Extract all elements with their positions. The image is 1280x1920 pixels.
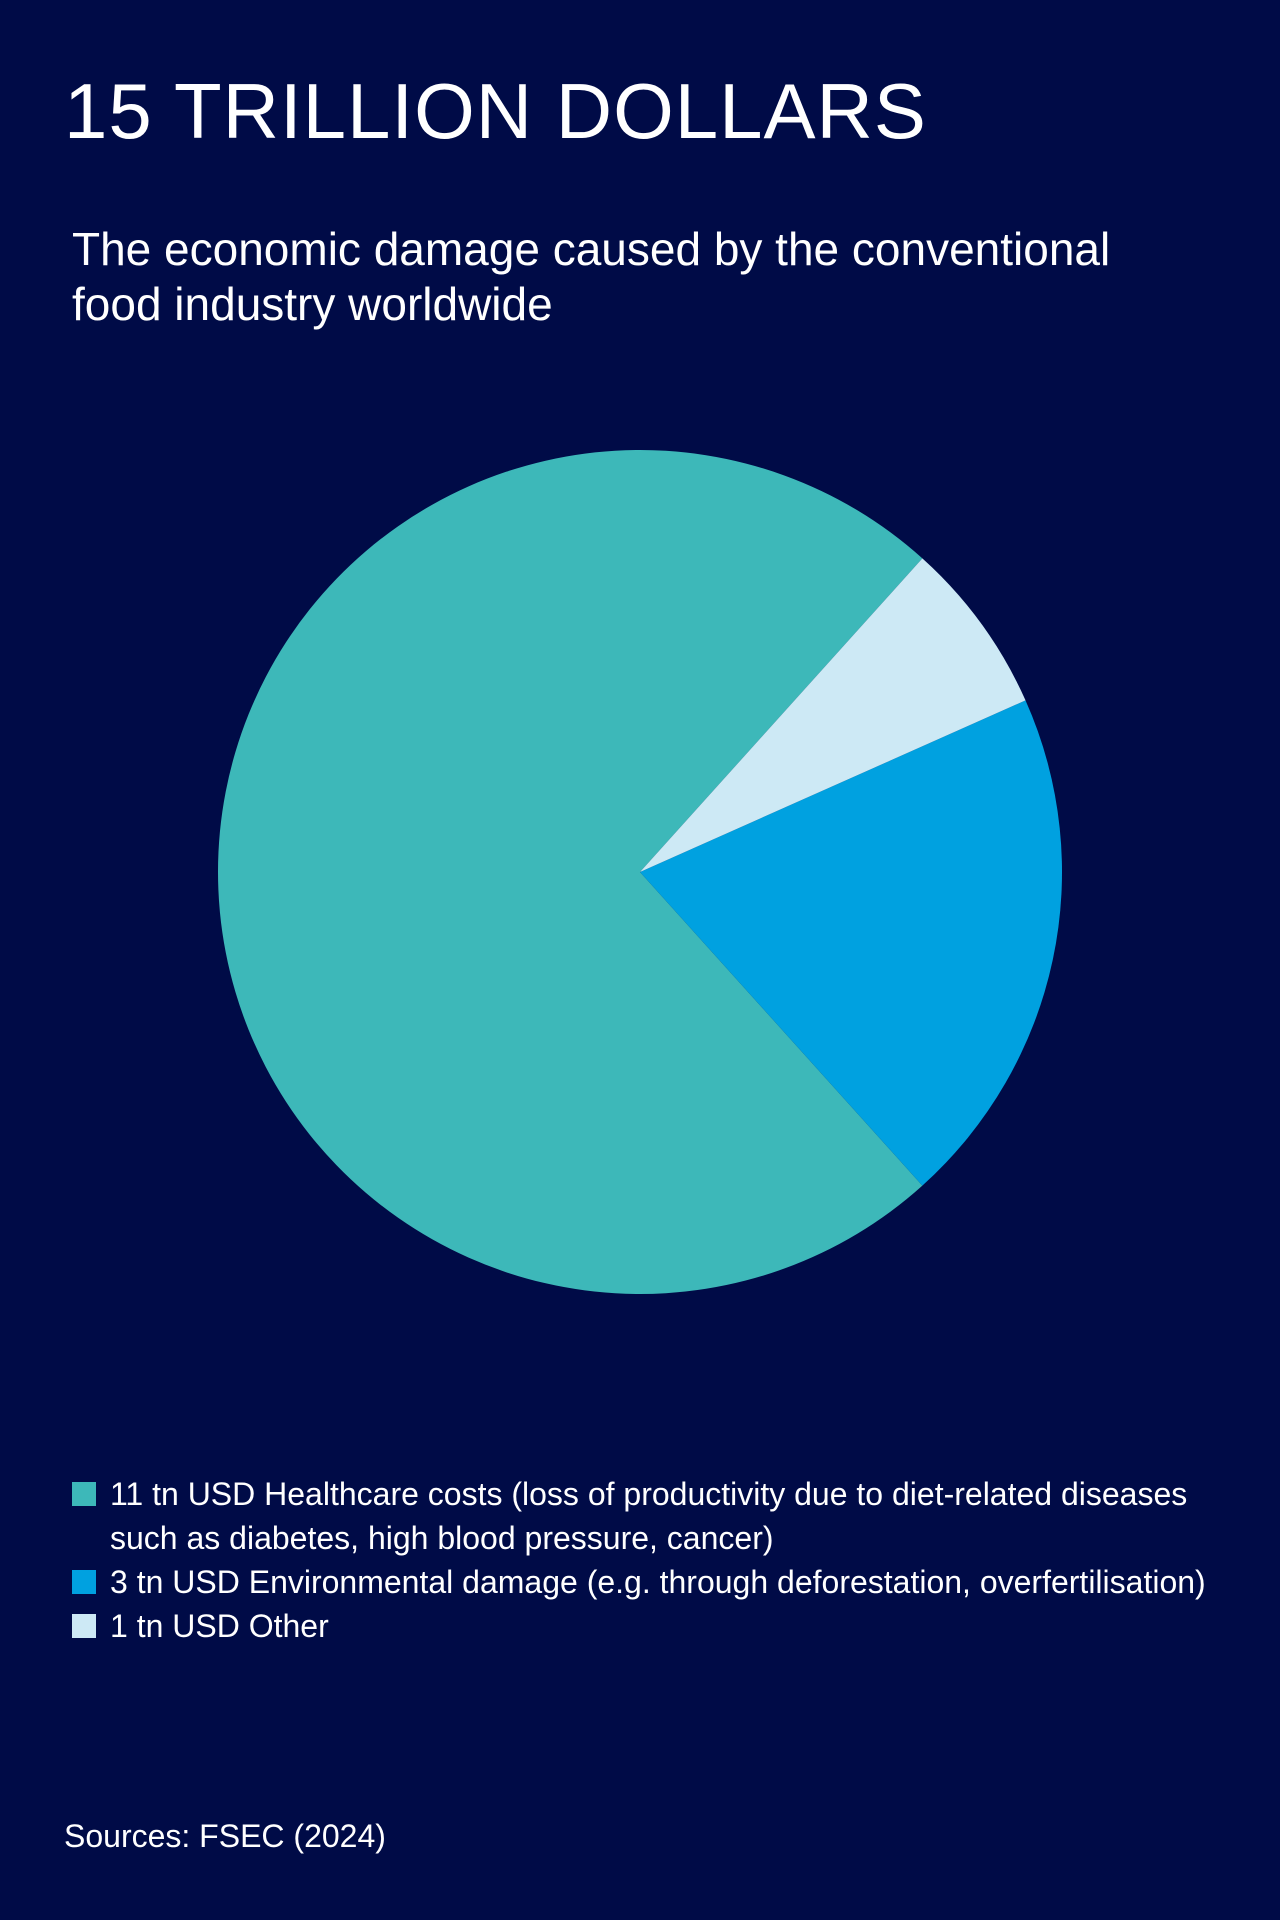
pie-slice-3 (640, 558, 1026, 872)
legend-swatch (72, 1570, 96, 1594)
source-note: Sources: FSEC (2024) (64, 1818, 386, 1854)
pie-slice-1 (218, 450, 923, 1294)
legend-label: 11 tn USD Healthcare costs (loss of prod… (110, 1476, 1188, 1556)
legend-item-1: 11 tn USD Healthcare costs (loss of prod… (72, 1472, 1212, 1560)
legend-swatch (72, 1614, 96, 1638)
legend-item-3: 1 tn USD Other (72, 1604, 1212, 1648)
legend-label: 1 tn USD Other (110, 1608, 329, 1644)
chart-title: 15 TRILLION DOLLARS (64, 67, 927, 155)
legend-swatch (72, 1482, 96, 1506)
chart-subtitle: The economic damage caused by the conven… (72, 223, 1111, 330)
legend: 11 tn USD Healthcare costs (loss of prod… (72, 1472, 1212, 1648)
legend-label: 3 tn USD Environmental damage (e.g. thro… (110, 1564, 1206, 1600)
legend-item-2: 3 tn USD Environmental damage (e.g. thro… (72, 1560, 1212, 1604)
pie-slice-2 (640, 700, 1063, 1186)
